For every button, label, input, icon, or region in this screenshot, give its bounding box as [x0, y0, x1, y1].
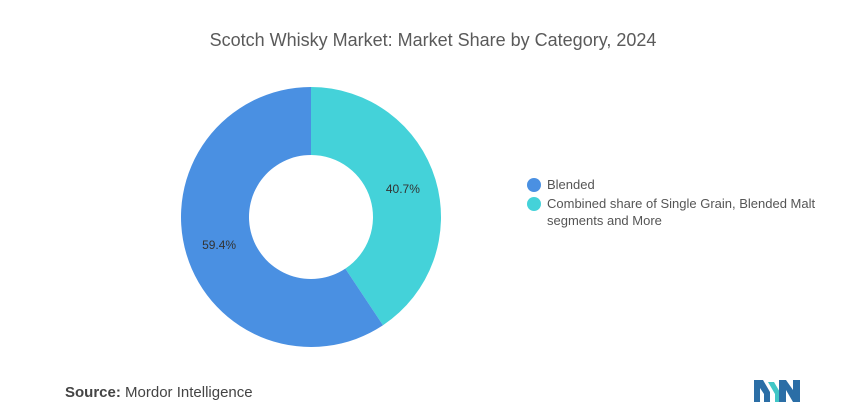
legend-swatch-combined [527, 197, 541, 211]
donut-slice-0 [311, 87, 442, 326]
legend-item-combined: Combined share of Single Grain, Blended … [527, 195, 827, 229]
mordor-logo-icon [754, 380, 800, 402]
legend-swatch-blended [527, 178, 541, 192]
source-value: Mordor Intelligence [125, 384, 253, 401]
slice-label-1: 59.4% [202, 238, 236, 252]
legend-item-blended: Blended [527, 176, 827, 193]
source-line: Source: Mordor Intelligence [65, 384, 253, 401]
donut-slice-1 [181, 86, 383, 347]
source-label: Source: [65, 384, 121, 401]
chart-title: Scotch Whisky Market: Market Share by Ca… [209, 30, 657, 50]
legend-label-blended: Blended [547, 177, 595, 192]
legend-label-combined: Combined share of Single Grain, Blended … [547, 196, 816, 228]
legend: Blended Combined share of Single Grain, … [527, 176, 827, 231]
slice-label-0: 40.7% [386, 182, 420, 196]
